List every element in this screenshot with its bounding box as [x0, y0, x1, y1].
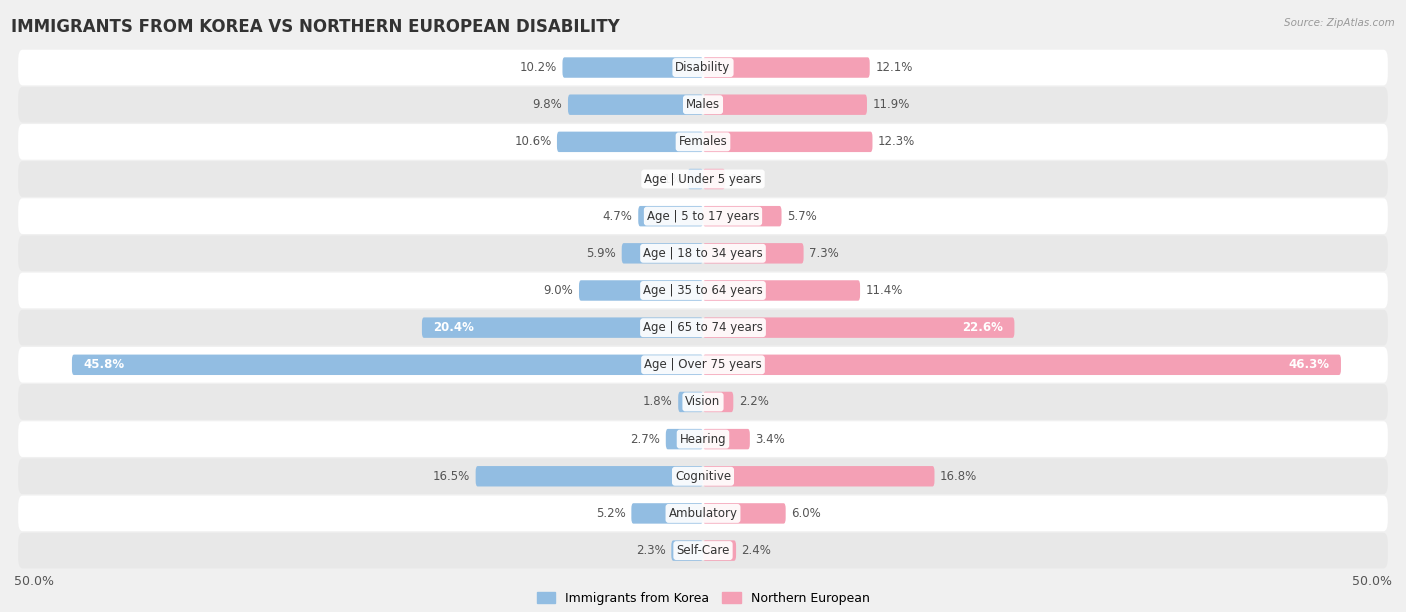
FancyBboxPatch shape — [18, 236, 1388, 271]
FancyBboxPatch shape — [703, 466, 935, 487]
FancyBboxPatch shape — [18, 198, 1388, 234]
Text: Self-Care: Self-Care — [676, 544, 730, 557]
FancyBboxPatch shape — [72, 354, 703, 375]
Text: 11.4%: 11.4% — [866, 284, 903, 297]
Text: 2.7%: 2.7% — [630, 433, 661, 446]
Text: 2.2%: 2.2% — [738, 395, 769, 408]
Text: 46.3%: 46.3% — [1289, 358, 1330, 371]
Text: 16.8%: 16.8% — [941, 470, 977, 483]
Legend: Immigrants from Korea, Northern European: Immigrants from Korea, Northern European — [531, 587, 875, 610]
Text: 50.0%: 50.0% — [14, 575, 53, 588]
Text: 2.3%: 2.3% — [636, 544, 666, 557]
FancyBboxPatch shape — [703, 280, 860, 300]
Text: 5.7%: 5.7% — [787, 210, 817, 223]
Text: 1.6%: 1.6% — [731, 173, 761, 185]
Text: 10.2%: 10.2% — [520, 61, 557, 74]
Text: 5.9%: 5.9% — [586, 247, 616, 260]
Text: 12.1%: 12.1% — [875, 61, 912, 74]
Text: 3.4%: 3.4% — [755, 433, 785, 446]
FancyBboxPatch shape — [688, 169, 703, 189]
FancyBboxPatch shape — [678, 392, 703, 412]
FancyBboxPatch shape — [671, 540, 703, 561]
Text: 9.8%: 9.8% — [533, 98, 562, 111]
FancyBboxPatch shape — [631, 503, 703, 524]
FancyBboxPatch shape — [18, 347, 1388, 382]
FancyBboxPatch shape — [475, 466, 703, 487]
FancyBboxPatch shape — [18, 310, 1388, 345]
Text: 9.0%: 9.0% — [544, 284, 574, 297]
FancyBboxPatch shape — [703, 429, 749, 449]
Text: IMMIGRANTS FROM KOREA VS NORTHERN EUROPEAN DISABILITY: IMMIGRANTS FROM KOREA VS NORTHERN EUROPE… — [11, 18, 620, 36]
FancyBboxPatch shape — [18, 496, 1388, 531]
Text: 6.0%: 6.0% — [792, 507, 821, 520]
Text: Disability: Disability — [675, 61, 731, 74]
Text: 4.7%: 4.7% — [603, 210, 633, 223]
FancyBboxPatch shape — [18, 272, 1388, 308]
FancyBboxPatch shape — [18, 458, 1388, 494]
FancyBboxPatch shape — [18, 87, 1388, 122]
FancyBboxPatch shape — [703, 354, 1341, 375]
FancyBboxPatch shape — [703, 392, 734, 412]
FancyBboxPatch shape — [703, 540, 737, 561]
Text: Males: Males — [686, 98, 720, 111]
FancyBboxPatch shape — [703, 169, 725, 189]
FancyBboxPatch shape — [703, 206, 782, 226]
FancyBboxPatch shape — [703, 318, 1014, 338]
Text: 10.6%: 10.6% — [515, 135, 551, 148]
Text: 5.2%: 5.2% — [596, 507, 626, 520]
FancyBboxPatch shape — [703, 132, 873, 152]
Text: 50.0%: 50.0% — [1353, 575, 1392, 588]
FancyBboxPatch shape — [666, 429, 703, 449]
FancyBboxPatch shape — [703, 243, 804, 264]
Text: 2.4%: 2.4% — [741, 544, 772, 557]
Text: 7.3%: 7.3% — [808, 247, 839, 260]
FancyBboxPatch shape — [568, 94, 703, 115]
FancyBboxPatch shape — [18, 50, 1388, 85]
Text: Females: Females — [679, 135, 727, 148]
FancyBboxPatch shape — [703, 58, 870, 78]
Text: 22.6%: 22.6% — [963, 321, 1004, 334]
FancyBboxPatch shape — [557, 132, 703, 152]
Text: Age | Under 5 years: Age | Under 5 years — [644, 173, 762, 185]
Text: Age | Over 75 years: Age | Over 75 years — [644, 358, 762, 371]
Text: 45.8%: 45.8% — [83, 358, 124, 371]
Text: Age | 5 to 17 years: Age | 5 to 17 years — [647, 210, 759, 223]
FancyBboxPatch shape — [579, 280, 703, 300]
Text: 1.8%: 1.8% — [643, 395, 672, 408]
FancyBboxPatch shape — [18, 532, 1388, 569]
FancyBboxPatch shape — [18, 124, 1388, 160]
FancyBboxPatch shape — [18, 421, 1388, 457]
Text: 11.9%: 11.9% — [873, 98, 910, 111]
Text: Hearing: Hearing — [679, 433, 727, 446]
Text: Age | 18 to 34 years: Age | 18 to 34 years — [643, 247, 763, 260]
Text: Source: ZipAtlas.com: Source: ZipAtlas.com — [1284, 18, 1395, 28]
Text: Ambulatory: Ambulatory — [668, 507, 738, 520]
Text: 1.1%: 1.1% — [652, 173, 682, 185]
FancyBboxPatch shape — [562, 58, 703, 78]
Text: Vision: Vision — [685, 395, 721, 408]
Text: Age | 65 to 74 years: Age | 65 to 74 years — [643, 321, 763, 334]
Text: 12.3%: 12.3% — [877, 135, 915, 148]
FancyBboxPatch shape — [621, 243, 703, 264]
FancyBboxPatch shape — [18, 161, 1388, 197]
Text: 16.5%: 16.5% — [433, 470, 470, 483]
Text: 20.4%: 20.4% — [433, 321, 474, 334]
Text: Age | 35 to 64 years: Age | 35 to 64 years — [643, 284, 763, 297]
FancyBboxPatch shape — [703, 503, 786, 524]
FancyBboxPatch shape — [422, 318, 703, 338]
FancyBboxPatch shape — [638, 206, 703, 226]
Text: Cognitive: Cognitive — [675, 470, 731, 483]
FancyBboxPatch shape — [18, 384, 1388, 420]
FancyBboxPatch shape — [703, 94, 868, 115]
